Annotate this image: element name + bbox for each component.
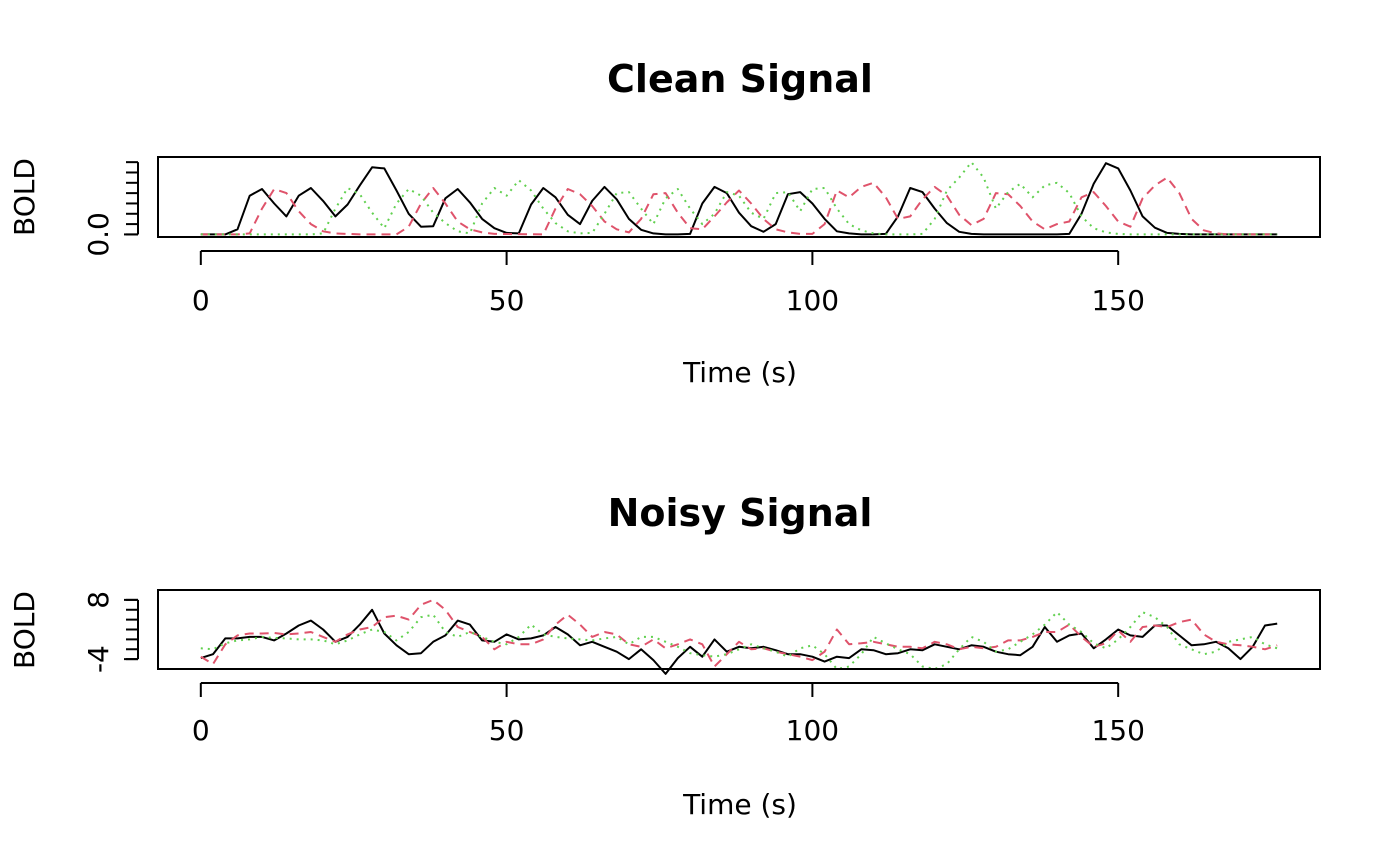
x-axis-label: Time (s): [682, 356, 797, 389]
clean-signal-panel: Clean Signal Time (s) BOLD 0 50 100 150 0.0: [8, 57, 1321, 389]
y-tick-label: 8: [82, 591, 115, 609]
x-tick-label: 50: [489, 714, 525, 747]
noisy-signal-panel: Noisy Signal Time (s) BOLD 0 50 100 150 -4 8: [8, 491, 1321, 821]
series-line-2: [200, 176, 1278, 236]
x-tick-label: 50: [489, 284, 525, 317]
x-axis-label: Time (s): [682, 788, 797, 821]
y-axis-label: BOLD: [8, 591, 41, 669]
chart-title: Noisy Signal: [608, 491, 873, 535]
plot-frame: [157, 156, 1321, 238]
series-line-1: [200, 162, 1278, 236]
x-tick-label: 100: [786, 284, 839, 317]
x-tick-label: 150: [1091, 284, 1144, 317]
series-line-3: [200, 611, 1278, 670]
y-axis-label: BOLD: [8, 158, 41, 236]
series-line-3: [200, 161, 1278, 236]
series-line-2: [200, 598, 1278, 668]
y-tick-label: -4: [82, 645, 115, 673]
y-tick-label: 0.0: [82, 212, 115, 257]
x-tick-label: 0: [192, 714, 210, 747]
x-tick-label: 0: [192, 284, 210, 317]
plot-frame: [157, 589, 1321, 670]
x-tick-label: 150: [1091, 714, 1144, 747]
x-tick-label: 100: [786, 714, 839, 747]
chart-title: Clean Signal: [607, 57, 873, 101]
